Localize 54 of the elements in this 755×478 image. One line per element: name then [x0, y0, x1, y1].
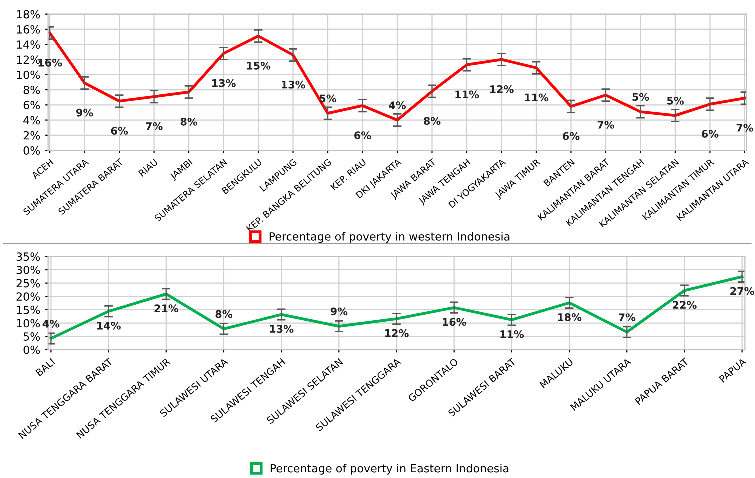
data-label: 7%: [598, 121, 614, 129]
data-label: 6%: [702, 130, 719, 138]
data-label: 6%: [354, 132, 372, 140]
y-tick-label: 6%: [24, 101, 40, 110]
data-label: 21%: [154, 304, 179, 313]
data-label: 5%: [667, 97, 684, 105]
data-label: 11%: [500, 330, 524, 338]
y-tick-label: 5%: [24, 332, 40, 341]
data-label: 8%: [216, 310, 232, 318]
data-label: 16%: [443, 318, 466, 326]
data-label: 12%: [385, 329, 409, 338]
data-label: 12%: [490, 85, 514, 94]
data-label: 4%: [42, 320, 60, 328]
y-tick-label: 35%: [16, 252, 40, 262]
data-label: 18%: [558, 313, 582, 322]
data-label: 4%: [389, 102, 406, 110]
data-label: 5%: [632, 93, 650, 102]
data-label: 6%: [111, 127, 128, 135]
data-label: 6%: [563, 132, 580, 140]
y-tick-label: 30%: [16, 266, 40, 274]
data-label: 8%: [180, 118, 198, 126]
legend-label: Percentage of poverty in western Indonesia: [270, 232, 510, 244]
data-label: 9%: [330, 308, 348, 316]
y-tick-label: 16%: [17, 25, 40, 34]
data-label: 7%: [736, 124, 754, 132]
data-label: 15%: [247, 62, 271, 70]
data-label: 13%: [282, 80, 306, 89]
y-tick-label: 0%: [24, 146, 40, 155]
y-tick-label: 14%: [17, 40, 40, 49]
y-tick-label: 4%: [24, 116, 40, 125]
y-tick-label: 12%: [17, 56, 40, 64]
data-label: 14%: [98, 322, 121, 330]
legend-label: Percentage of poverty in Eastern Indonesia: [270, 464, 509, 475]
data-label: 13%: [212, 79, 236, 88]
data-label: 8%: [424, 117, 441, 126]
y-tick-label: 18%: [17, 10, 40, 19]
data-label: 16%: [38, 58, 62, 67]
data-label: 5%: [320, 94, 337, 103]
data-label: 13%: [270, 325, 294, 334]
data-label: 22%: [673, 301, 697, 310]
y-tick-label: 10%: [17, 70, 40, 80]
y-tick-label: 10%: [17, 319, 40, 328]
y-tick-label: 8%: [24, 86, 40, 94]
data-label: 7%: [146, 122, 163, 130]
data-label: 11%: [525, 94, 549, 102]
data-label: 27%: [730, 287, 754, 296]
y-tick-label: 20%: [16, 292, 40, 302]
data-label: 7%: [618, 314, 636, 322]
y-tick-label: 25%: [16, 279, 40, 288]
y-tick-label: 2%: [24, 131, 40, 140]
y-tick-label: 15%: [17, 306, 40, 314]
data-label: 9%: [76, 108, 94, 117]
y-tick-label: 0%: [24, 346, 40, 354]
data-label: 11%: [456, 90, 480, 99]
